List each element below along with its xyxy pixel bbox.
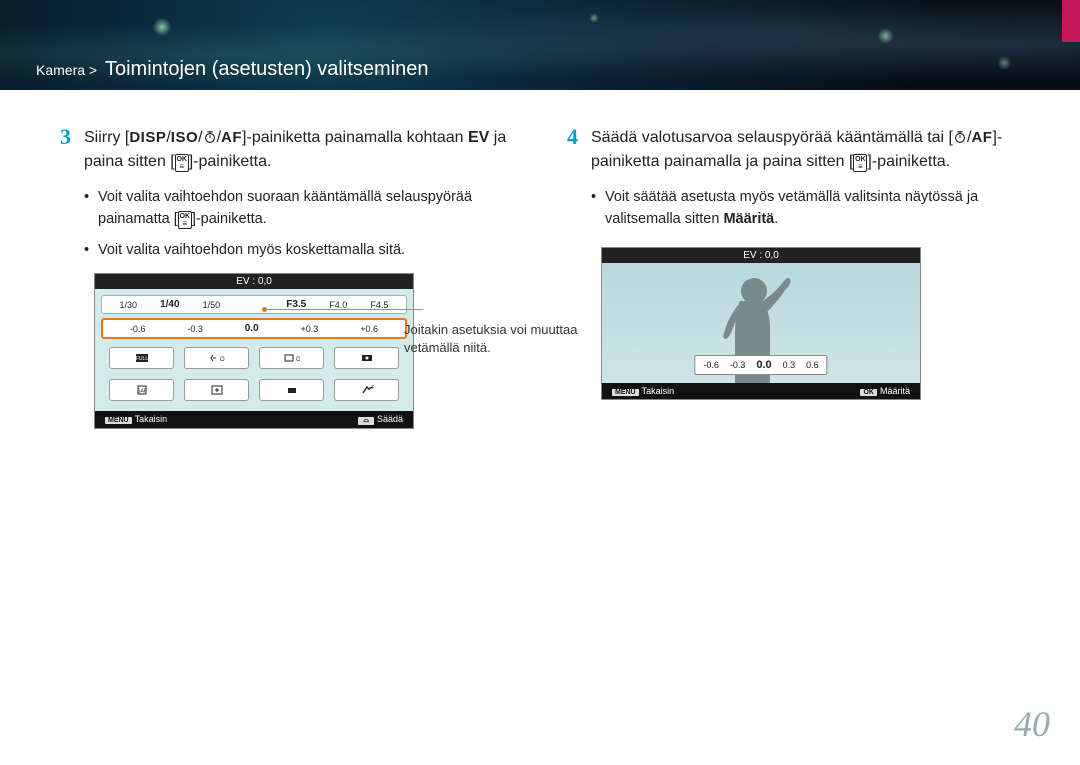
step3-bullets: Voit valita vaihtoehdon suoraan kääntämä…	[84, 186, 537, 261]
breadcrumb: Kamera > Toimintojen (asetusten) valitse…	[36, 58, 428, 81]
screen-footer: MENUTakaisin OKMääritä	[602, 383, 920, 399]
page-title: Toimintojen (asetusten) valitseminen	[105, 58, 429, 80]
iso-icon: ISO	[171, 127, 198, 150]
ev-scale: -0.6 -0.3 0.0 0.3 0.6	[694, 355, 827, 375]
step-text: Säädä valotusarvoa selauspyörää kääntämä…	[591, 126, 1044, 174]
timer-icon	[203, 130, 217, 144]
af-icon: AF	[971, 127, 992, 150]
live-view: -0.6 -0.3 0.0 0.3 0.6	[602, 263, 920, 383]
ev-row-highlighted: -0.6-0.30.0+0.3+0.6	[101, 318, 407, 339]
callout-line	[265, 309, 423, 310]
disp-icon: DISP	[129, 127, 166, 150]
step-number: 4	[567, 124, 578, 150]
screen-header: EV : 0,0	[95, 274, 413, 289]
dial-icon: ⌓	[358, 417, 374, 425]
camera-screen-1: EV : 0,0 1/301/401/50F3.5F4.0F4.5 -0.6-0…	[94, 273, 414, 429]
step4-bullets: Voit säätää asetusta myös vetämällä vali…	[591, 186, 1044, 231]
bullet: Voit valita vaihtoehdon myös koskettamal…	[84, 239, 537, 261]
option-cell: OFF	[259, 347, 324, 369]
option-cell	[334, 347, 399, 369]
option-cell: SAF	[109, 379, 174, 401]
right-column: 4 Säädä valotusarvoa selauspyörää kääntä…	[567, 126, 1044, 429]
step-3: 3 Siirry [DISP/ISO//AF]-painiketta paina…	[60, 126, 537, 174]
option-cell	[259, 379, 324, 401]
step-number: 3	[60, 124, 71, 150]
page-number: 40	[1014, 703, 1050, 745]
svg-text:FULL: FULL	[135, 356, 147, 362]
step-4: 4 Säädä valotusarvoa selauspyörää kääntä…	[567, 126, 1044, 174]
ok-icon	[178, 211, 192, 229]
option-grid: FULL OFF OFF SAF F	[101, 343, 407, 405]
svg-text:OFF: OFF	[296, 357, 300, 363]
svg-text:SAF: SAF	[137, 389, 147, 395]
svg-text:F: F	[372, 385, 374, 391]
page-header: Kamera > Toimintojen (asetusten) valitse…	[0, 0, 1080, 90]
screen-footer: MENUTakaisin ⌓Säädä	[95, 411, 413, 428]
callout-text: Joitakin asetuksia voi muuttaa vetämällä…	[404, 321, 584, 356]
option-cell: F	[334, 379, 399, 401]
option-cell: FULL	[109, 347, 174, 369]
option-cell	[184, 379, 249, 401]
ok-icon	[853, 154, 867, 172]
svg-text:OFF: OFF	[220, 357, 225, 363]
screen-header: EV : 0,0	[602, 248, 920, 263]
bullet: Voit valita vaihtoehdon suoraan kääntämä…	[84, 186, 537, 231]
step-text: Siirry [DISP/ISO//AF]-painiketta painama…	[84, 126, 537, 174]
accent-tab	[1062, 0, 1080, 42]
shutter-row: 1/301/401/50F3.5F4.0F4.5	[101, 295, 407, 314]
content-area: 3 Siirry [DISP/ISO//AF]-painiketta paina…	[0, 90, 1080, 429]
af-icon: AF	[221, 127, 242, 150]
option-cell: OFF	[184, 347, 249, 369]
camera-screen-2: EV : 0,0 -0.6 -0.3 0.0 0.3 0.6	[601, 247, 921, 400]
left-column: 3 Siirry [DISP/ISO//AF]-painiketta paina…	[60, 126, 537, 429]
menu-button-icon: MENU	[612, 389, 639, 396]
ok-icon	[175, 154, 189, 172]
menu-button-icon: MENU	[105, 417, 132, 424]
bullet: Voit säätää asetusta myös vetämällä vali…	[591, 186, 1044, 231]
breadcrumb-prefix: Kamera >	[36, 62, 97, 78]
timer-icon	[953, 130, 967, 144]
ok-button-icon: OK	[860, 389, 877, 396]
